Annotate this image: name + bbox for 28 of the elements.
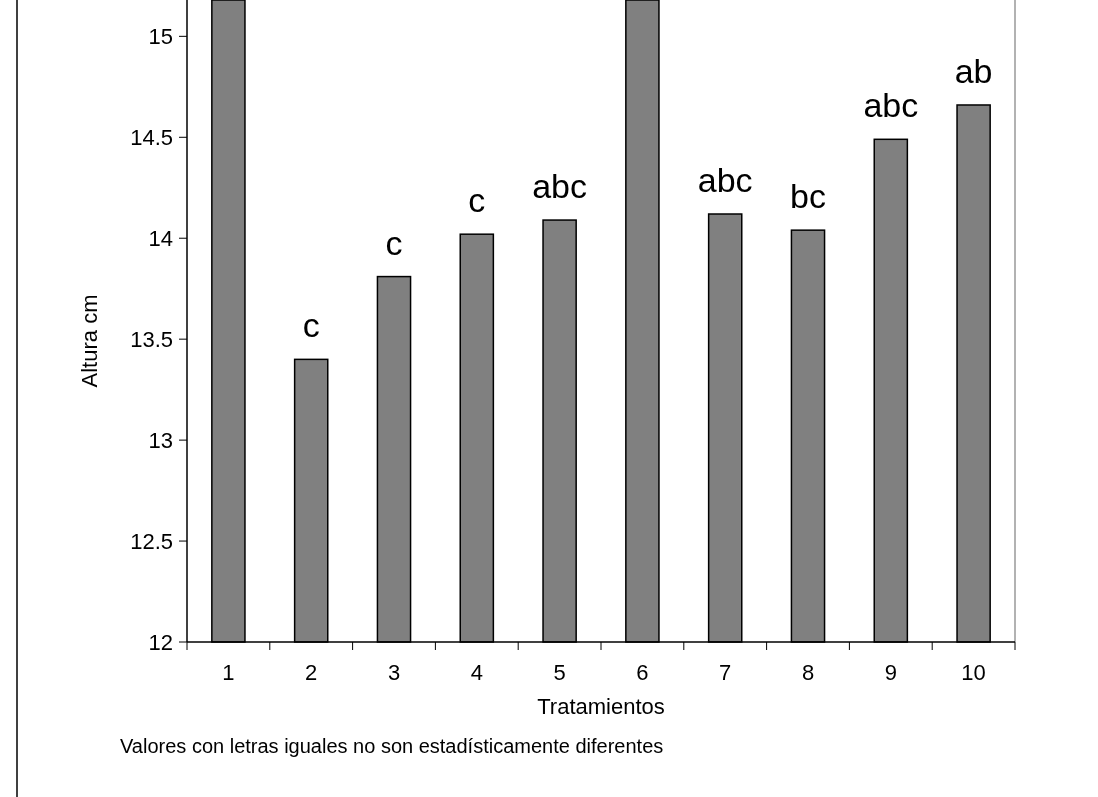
x-tick-label: 1 [222, 660, 235, 685]
annotation: abc [697, 161, 753, 199]
y-tick-label: 13 [148, 427, 173, 453]
annotation: c [302, 306, 320, 345]
x-tick-label: 9 [884, 660, 897, 685]
x-axis-title: Tratamientos [537, 694, 665, 719]
annotation: c [385, 223, 403, 262]
annotation: bc [790, 177, 826, 216]
y-tick-label: 15 [148, 24, 173, 50]
x-tick-label: 2 [305, 660, 318, 685]
annotation: c [468, 181, 486, 220]
y-tick-label: 12 [148, 629, 173, 655]
x-tick-label: 4 [470, 660, 483, 685]
x-tick-label: 8 [801, 660, 815, 685]
y-tick-label: 13.5 [130, 326, 173, 352]
x-tick-label: 6 [636, 660, 649, 685]
x-tick-label: 3 [387, 660, 401, 685]
text: Valores con letras iguales no son estadísticamente diferentes [120, 735, 664, 757]
x-tick-label: 7 [719, 660, 732, 685]
annotation: abc [863, 86, 919, 125]
annotation: ab [954, 51, 993, 90]
x-tick-label: 5 [553, 660, 566, 685]
annotation: abc [532, 167, 588, 206]
y-axis-title: Altura cm [77, 294, 102, 388]
y-tick-label: 14.5 [130, 124, 173, 150]
y-tick-label: 14 [148, 225, 173, 251]
y-tick-label: 12.5 [130, 528, 173, 554]
x-tick-label: 10 [961, 660, 986, 685]
